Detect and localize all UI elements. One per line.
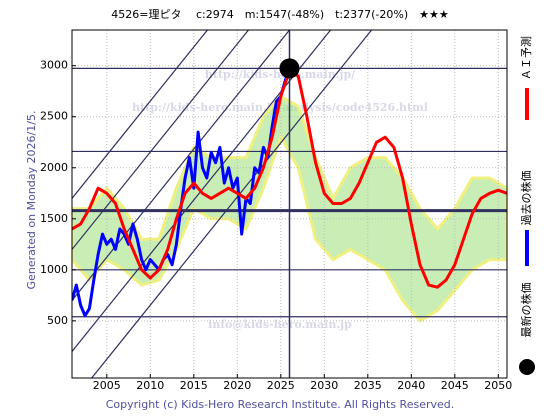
legend-label: 最新の株価 (519, 283, 533, 338)
x-tick-label: 2030 (310, 379, 338, 392)
x-tick-label: 2010 (136, 379, 164, 392)
y-tick-label: 1000 (40, 263, 68, 276)
legend-swatch (519, 359, 535, 375)
y-tick-label: 1500 (40, 212, 68, 225)
x-tick-label: 2005 (93, 379, 121, 392)
x-tick-label: 2040 (397, 379, 425, 392)
x-tick-label: 2045 (441, 379, 469, 392)
x-tick-label: 2050 (484, 379, 512, 392)
trend-line (72, 30, 250, 250)
y-tick-label: 2500 (40, 110, 68, 123)
watermark: http://kids-hero.main.jp/ (205, 68, 356, 81)
legend-label: ＡＩ予測 (519, 36, 533, 80)
x-tick-label: 2015 (180, 379, 208, 392)
side-label: Generated on Monday 2026/1/5. (25, 111, 38, 290)
chart-title: 4526=理ピタ c:2974 m:1547(-48%) t:2377(-20%… (111, 8, 449, 21)
forecast-band (72, 94, 507, 323)
footer: Copyright (c) Kids-Hero Research Institu… (106, 398, 455, 411)
legend-label: 過去の株価 (519, 171, 533, 226)
x-tick-label: 2025 (267, 379, 295, 392)
y-tick-label: 3000 (40, 59, 68, 72)
trend-line (72, 30, 291, 301)
latest-price (279, 58, 300, 79)
y-tick-label: 2000 (40, 161, 68, 174)
plot-frame (71, 29, 508, 379)
x-tick-label: 2035 (354, 379, 382, 392)
x-tick-label: 2020 (223, 379, 251, 392)
plot-area: http://kids-hero.main.jp/http://kids-her… (72, 30, 507, 378)
axes: 2005 2010 2015 2020 2025 2030 2035 2040 2045 2050… (40, 29, 535, 392)
watermark: info@kids-hero.main.jp (208, 318, 352, 331)
y-tick-label: 500 (47, 314, 68, 327)
trend-line (72, 30, 209, 199)
